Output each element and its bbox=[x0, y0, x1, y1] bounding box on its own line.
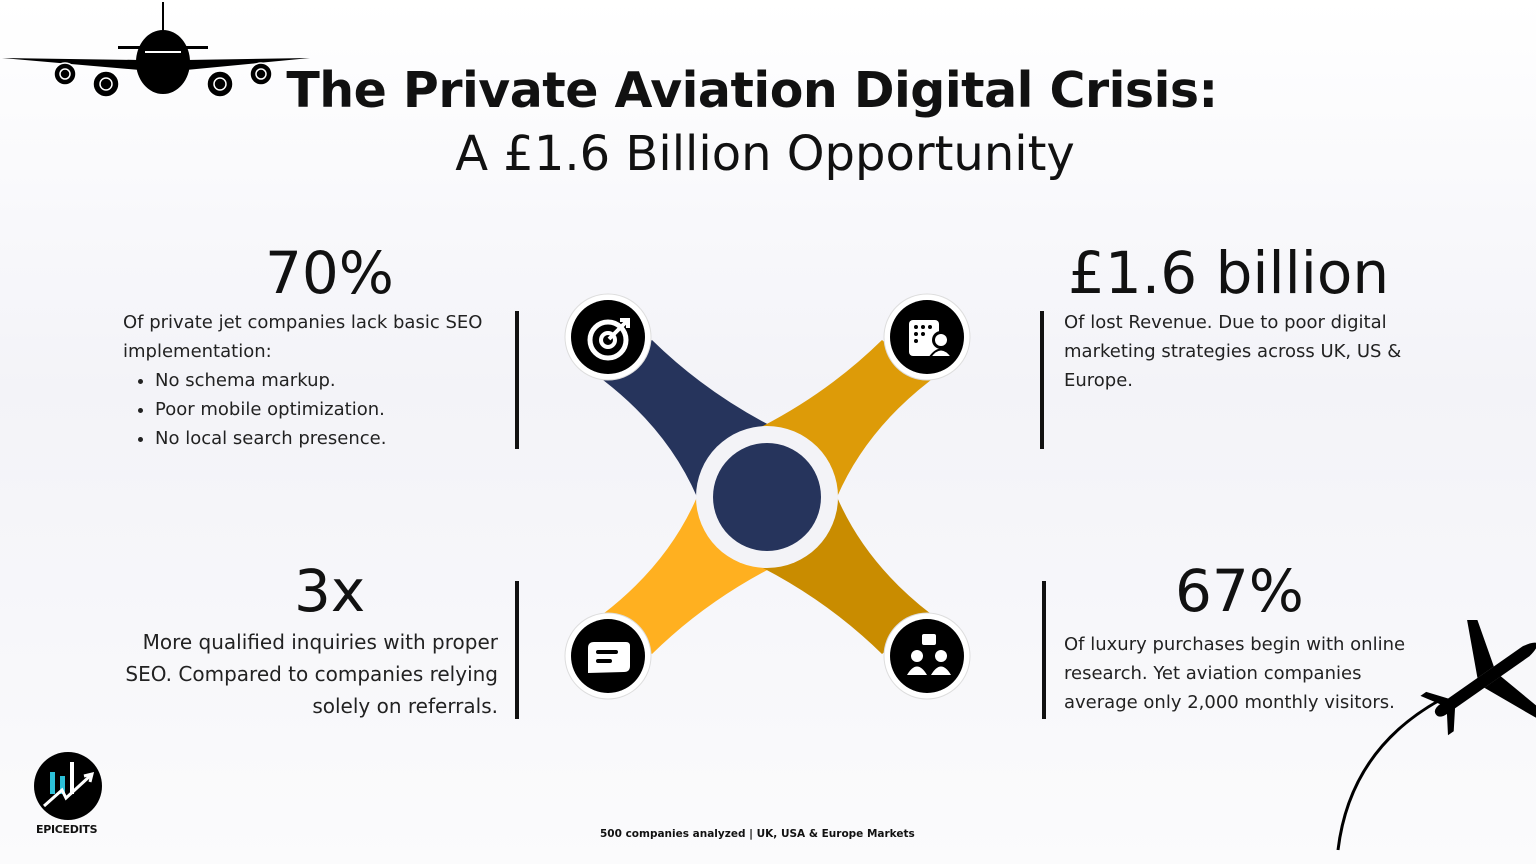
divider bbox=[1040, 311, 1044, 449]
airplane-front-icon bbox=[2, 2, 310, 98]
list-item: No local search presence. bbox=[155, 424, 503, 453]
page-subtitle: A £1.6 Billion Opportunity bbox=[455, 126, 1075, 182]
center-circle bbox=[713, 443, 821, 551]
divider bbox=[1042, 581, 1046, 719]
team-hierarchy-icon bbox=[883, 612, 971, 700]
airplane-flight-icon bbox=[1336, 620, 1536, 851]
stat-value-revenue: £1.6 billion bbox=[1068, 239, 1390, 307]
stat-value-seo: 70% bbox=[265, 239, 394, 307]
stat-text-inquiries: More qualified inquiries with proper SEO… bbox=[125, 630, 498, 718]
footer-note: 500 companies analyzed | UK, USA & Europ… bbox=[600, 828, 915, 840]
chat-message-icon bbox=[564, 612, 652, 700]
seo-issues-list: No schema markup. Poor mobile optimizati… bbox=[123, 366, 503, 453]
list-item: Poor mobile optimization. bbox=[155, 395, 503, 424]
contact-directory-icon bbox=[883, 293, 971, 381]
stat-value-inquiries: 3x bbox=[294, 557, 366, 625]
divider bbox=[515, 311, 519, 449]
stat-text-research: Of luxury purchases begin with online re… bbox=[1064, 634, 1406, 713]
brand-name: EPICEDITS bbox=[36, 823, 98, 836]
target-icon bbox=[564, 293, 652, 381]
epicedits-logo bbox=[34, 752, 102, 820]
list-item: No schema markup. bbox=[155, 366, 503, 395]
stat-value-research: 67% bbox=[1175, 557, 1304, 625]
page-title: The Private Aviation Digital Crisis: bbox=[286, 62, 1218, 119]
stat-text-seo: Of private jet companies lack basic SEO … bbox=[123, 308, 503, 453]
divider bbox=[515, 581, 519, 719]
stat-text-revenue: Of lost Revenue. Due to poor digital mar… bbox=[1064, 312, 1402, 391]
